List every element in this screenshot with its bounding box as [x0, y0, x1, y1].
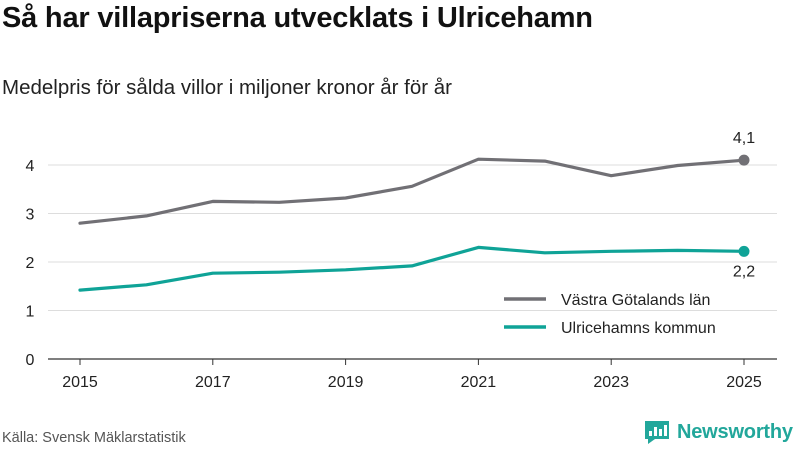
chart-subtitle: Medelpris för sålda villor i miljoner kr…: [2, 76, 453, 99]
chart-title: Så har villapriserna utvecklats i Ulrice…: [2, 2, 593, 34]
end-value-label: 4,1: [733, 130, 755, 147]
newsworthy-logo-icon: [645, 421, 669, 444]
end-value-label: 2,2: [733, 263, 755, 280]
y-tick-label: 3: [26, 207, 35, 224]
y-tick-label: 0: [26, 352, 35, 369]
x-tick-label: 2019: [328, 374, 364, 391]
end-point-marker: [738, 154, 750, 166]
series-line-ulricehamn: [78, 245, 746, 292]
legend-label: Västra Götalands län: [561, 292, 710, 309]
newsworthy-logo-text: Newsworthy: [677, 420, 793, 443]
x-tick-label: 2025: [726, 374, 762, 391]
y-tick-label: 4: [26, 158, 35, 175]
x-tick-label: 2023: [593, 374, 629, 391]
y-tick-label: 2: [26, 255, 35, 272]
x-tick-label: 2021: [461, 374, 497, 391]
y-tick-label: 1: [26, 304, 35, 321]
source-note: Källa: Svensk Mäklarstatistik: [2, 430, 186, 446]
series-line-vastra-gotaland: [78, 157, 746, 225]
x-tick-label: 2017: [195, 374, 231, 391]
newsworthy-logo: Newsworthy: [643, 419, 793, 445]
x-tick-label: 2015: [62, 374, 98, 391]
legend-label: Ulricehamns kommun: [561, 320, 716, 337]
end-point-marker: [738, 245, 750, 257]
